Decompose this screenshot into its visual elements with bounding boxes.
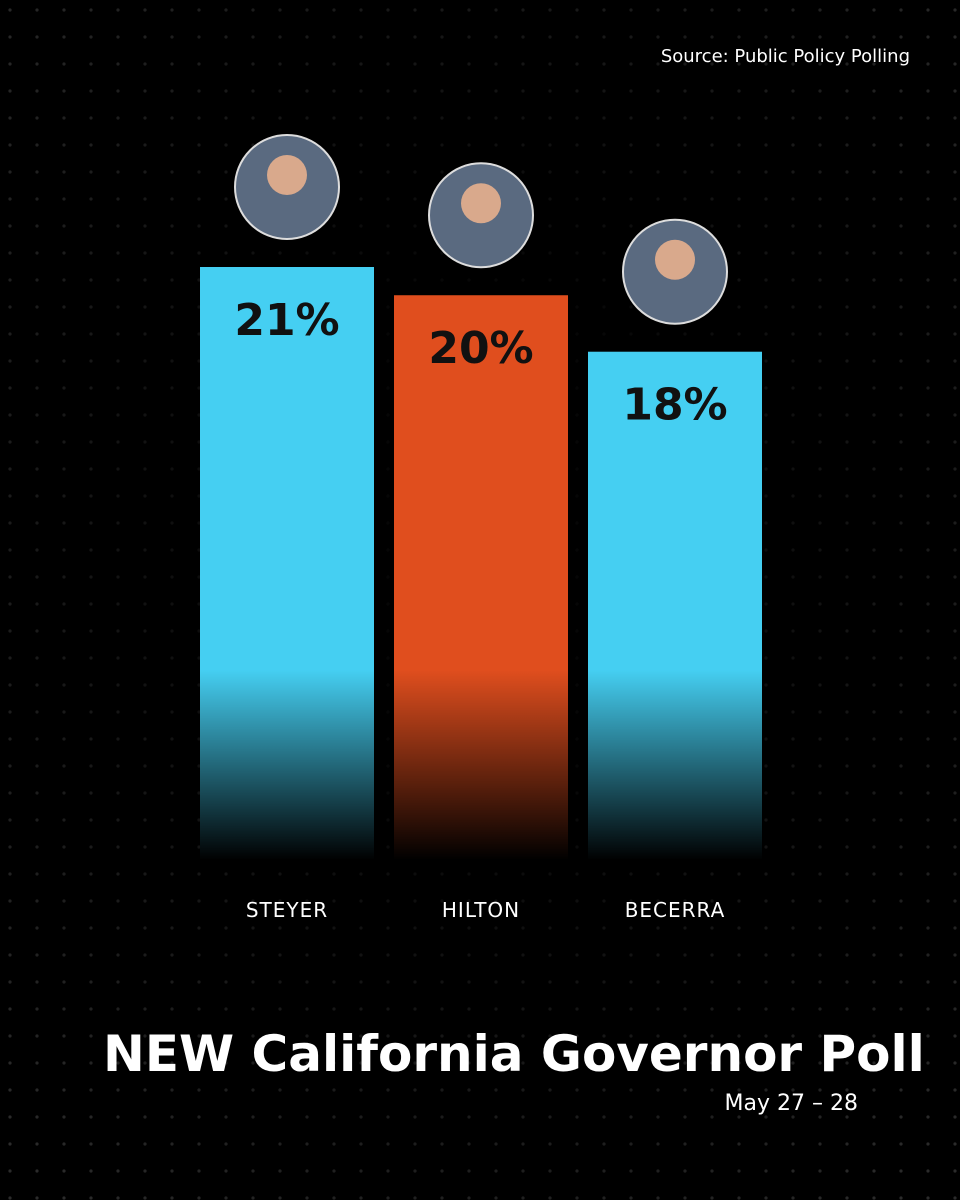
bar-fade [200,670,374,860]
subtitle: May 27 – 28 [725,1091,858,1116]
bars: 21% STEYER 20% HILTON 18% BECERRA [200,134,762,922]
portrait-head [655,239,695,280]
portrait-head [267,155,307,195]
category-label: BECERRA [625,898,726,922]
chart-title: NEW California Governor Poll [103,1025,925,1083]
value-label: 21% [234,295,339,346]
portrait-head [461,183,501,224]
bar-fade [394,670,568,860]
category-label: HILTON [442,898,520,922]
category-label: STEYER [246,898,328,922]
value-label: 20% [428,323,533,374]
source: Source: Public Policy Polling [661,46,910,67]
value-label: 18% [622,380,727,431]
bar-fade [588,670,762,860]
